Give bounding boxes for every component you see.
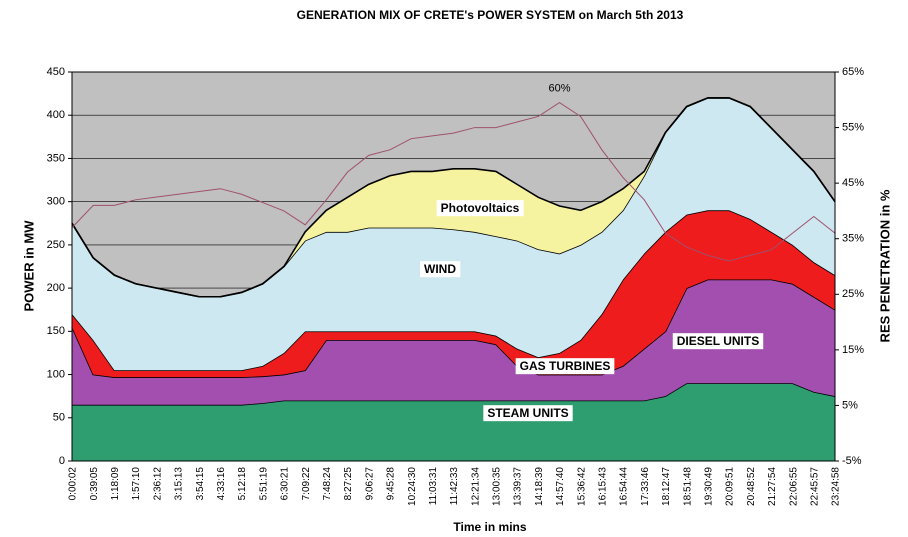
x-tick-label: 0:00:02 (68, 467, 79, 501)
res-line (71, 101, 836, 262)
y2-tick-label: 15% (842, 344, 864, 356)
series-label-box (672, 333, 764, 350)
y2-tick-label: 5% (842, 399, 858, 411)
x-tick-label: 21:27:54 (767, 467, 778, 506)
x-tick-label: 10:24:30 (407, 467, 418, 506)
x-tick-label: 1:18:09 (110, 467, 121, 501)
y2-tick-label: 65% (842, 66, 864, 78)
x-tick-label: 3:15:13 (174, 467, 185, 501)
y-tick-label: 150 (47, 325, 65, 337)
x-tick-label: 19:30:49 (703, 467, 714, 506)
x-axis-label: Time in mins (453, 520, 526, 534)
x-tick-label: 16:15:43 (598, 467, 609, 506)
y2-tick-label: 45% (842, 177, 864, 189)
x-tick-label: 17:33:46 (640, 467, 651, 506)
x-tick-label: 18:12:47 (661, 467, 672, 506)
chart-title: GENERATION MIX OF CRETE's POWER SYSTEM o… (297, 8, 684, 22)
x-tick-label: 5:12:18 (237, 467, 248, 501)
y-tick-label: 450 (47, 66, 65, 78)
series-label-box (483, 405, 573, 422)
series-label-box (436, 200, 524, 217)
x-tick-label: 12:21:34 (470, 467, 481, 506)
annotation: 60% (548, 82, 570, 94)
x-tick-label: 8:27:25 (343, 467, 354, 501)
x-tick-label: 13:39:37 (513, 467, 524, 506)
x-tick-label: 15:36:42 (576, 467, 587, 506)
x-tick-label: 18:51:48 (682, 467, 693, 506)
area (72, 210, 835, 378)
area-edge (71, 97, 836, 298)
x-tick-label: 20:48:52 (746, 467, 757, 506)
y2-tick-label: -5% (842, 455, 862, 467)
series-label: Photovoltaics (441, 201, 520, 215)
y-tick-label: 50 (53, 412, 65, 424)
y-tick-label: 250 (47, 239, 65, 251)
series-label-box (515, 358, 615, 375)
x-tick-label: 22:06:55 (788, 467, 799, 506)
y-tick-label: 100 (47, 368, 65, 380)
y-tick-label: 300 (47, 196, 65, 208)
y2-axis-label: RES PENETRATION in % (877, 189, 892, 342)
x-tick-label: 0:39:05 (89, 467, 100, 501)
y-tick-label: 400 (47, 109, 65, 121)
y-tick-label: 0 (59, 455, 65, 467)
x-tick-label: 3:54:15 (195, 467, 206, 501)
x-tick-label: 9:06:27 (364, 467, 375, 501)
y2-tick-label: 35% (842, 233, 864, 245)
x-tick-label: 23:24:58 (831, 467, 842, 506)
y2-tick-label: 25% (842, 288, 864, 300)
x-tick-label: 4:33:16 (216, 467, 227, 501)
series-label: DIESEL UNITS (677, 334, 759, 348)
series-label-box (420, 261, 461, 278)
x-tick-label: 16:54:44 (619, 467, 630, 506)
x-tick-label: 9:45:28 (386, 467, 397, 501)
x-tick-label: 14:18:39 (534, 467, 545, 506)
area (72, 97, 835, 297)
series-label: STEAM UNITS (487, 406, 568, 420)
series-label: WIND (424, 262, 456, 276)
x-tick-label: 5:51:19 (258, 467, 269, 501)
y-axis-label: POWER in MW (21, 220, 36, 312)
x-tick-label: 11:03:31 (428, 467, 439, 506)
x-tick-label: 7:48:24 (322, 467, 333, 501)
x-tick-label: 6:30:21 (280, 467, 291, 501)
x-tick-label: 13:00:35 (492, 467, 503, 506)
area (72, 279, 835, 405)
area (72, 383, 835, 461)
x-tick-label: 22:45:57 (809, 467, 820, 506)
area (72, 97, 835, 371)
x-tick-label: 1:57:10 (131, 467, 142, 501)
x-tick-label: 7:09:22 (301, 467, 312, 501)
y2-tick-label: 55% (842, 121, 864, 133)
y-tick-label: 350 (47, 152, 65, 164)
x-tick-label: 20:09:51 (725, 467, 736, 506)
series-label: GAS TURBINES (520, 359, 611, 373)
y-tick-label: 200 (47, 282, 65, 294)
x-tick-label: 14:57:40 (555, 467, 566, 506)
plot-border (71, 71, 836, 462)
x-tick-label: 11:42:33 (449, 467, 460, 506)
x-tick-label: 2:36:12 (152, 467, 163, 501)
